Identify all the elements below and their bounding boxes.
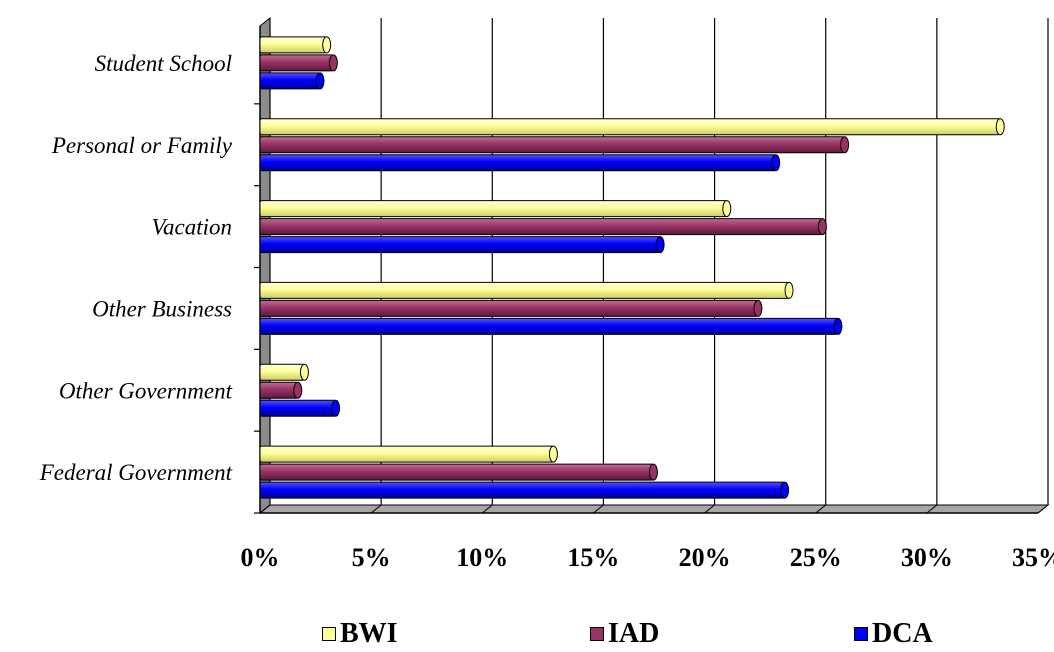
bar-iad bbox=[259, 463, 654, 481]
bar-iad bbox=[259, 218, 823, 236]
legend-label-iad: IAD bbox=[608, 618, 660, 649]
gridline-floor bbox=[593, 504, 604, 514]
bar-cap-bwi bbox=[784, 281, 794, 299]
bar-bwi bbox=[259, 445, 554, 463]
legend: BWI IAD DCA bbox=[0, 618, 1054, 652]
gridline-floor bbox=[704, 504, 715, 514]
plot-back-wall bbox=[270, 18, 1048, 505]
legend-swatch-iad bbox=[590, 627, 604, 641]
category-label: Other Government bbox=[59, 378, 233, 403]
bar-iad bbox=[259, 54, 334, 72]
bar-cap-dca bbox=[771, 154, 781, 172]
category-label: Other Business bbox=[92, 296, 232, 321]
bar-cap-bwi bbox=[548, 445, 558, 463]
plot-side-wall bbox=[259, 16, 271, 515]
bar-bwi bbox=[259, 200, 728, 218]
bar-iad bbox=[259, 381, 299, 399]
bar-dca bbox=[259, 154, 777, 172]
category-label: Federal Government bbox=[39, 460, 233, 485]
gridline-floor bbox=[481, 504, 493, 514]
x-tick-label: 5% bbox=[352, 543, 391, 572]
bar-cap-iad bbox=[648, 463, 658, 481]
category-label: Student School bbox=[95, 51, 232, 76]
gridline-floor bbox=[926, 504, 938, 514]
x-tick-label: 25% bbox=[790, 543, 842, 572]
legend-item-bwi: BWI bbox=[322, 618, 398, 650]
bar-cap-bwi bbox=[722, 200, 732, 218]
gridline-floor bbox=[815, 504, 827, 514]
bar-cap-dca bbox=[331, 399, 341, 417]
legend-item-dca: DCA bbox=[854, 618, 933, 650]
bar-dca bbox=[259, 72, 321, 90]
bar-bwi bbox=[259, 36, 328, 54]
bar-cap-iad bbox=[293, 381, 303, 399]
bar-bwi bbox=[259, 118, 1001, 136]
bar-bwi bbox=[259, 281, 790, 299]
plot-floor bbox=[258, 504, 1050, 514]
bar-dca bbox=[259, 399, 337, 417]
bar-dca bbox=[259, 236, 661, 254]
x-tick-label: 35% bbox=[1012, 543, 1054, 572]
bar-iad bbox=[259, 299, 759, 317]
bar-cap-iad bbox=[328, 54, 338, 72]
bar-cap-bwi bbox=[322, 36, 332, 54]
category-label: Personal or Family bbox=[51, 133, 233, 158]
bar-dca bbox=[259, 481, 786, 499]
bar-cap-iad bbox=[840, 136, 850, 154]
legend-label-dca: DCA bbox=[872, 618, 933, 649]
bar-cap-iad bbox=[817, 218, 827, 236]
x-tick-label: 20% bbox=[679, 543, 731, 572]
x-tick-label: 10% bbox=[456, 543, 508, 572]
bar-cap-dca bbox=[833, 317, 843, 335]
x-tick-label: 15% bbox=[567, 543, 619, 572]
bar-bwi bbox=[259, 363, 305, 381]
x-tick-label: 0% bbox=[241, 543, 280, 572]
bar-cap-bwi bbox=[995, 118, 1005, 136]
bar-iad bbox=[259, 136, 846, 154]
legend-label-bwi: BWI bbox=[340, 618, 398, 649]
legend-swatch-bwi bbox=[322, 627, 336, 641]
x-tick-label: 30% bbox=[901, 543, 953, 572]
category-label: Vacation bbox=[152, 215, 233, 240]
legend-item-iad: IAD bbox=[590, 618, 659, 650]
bar-dca bbox=[259, 317, 839, 335]
bar-cap-dca bbox=[655, 236, 665, 254]
bar-cap-bwi bbox=[299, 363, 309, 381]
gridline-floor bbox=[1037, 504, 1049, 514]
legend-swatch-dca bbox=[854, 627, 868, 641]
gridline-floor bbox=[370, 504, 382, 514]
bar-cap-dca bbox=[780, 481, 790, 499]
bar-cap-iad bbox=[753, 299, 763, 317]
gridline-floor bbox=[259, 504, 271, 514]
bar-cap-dca bbox=[315, 72, 325, 90]
